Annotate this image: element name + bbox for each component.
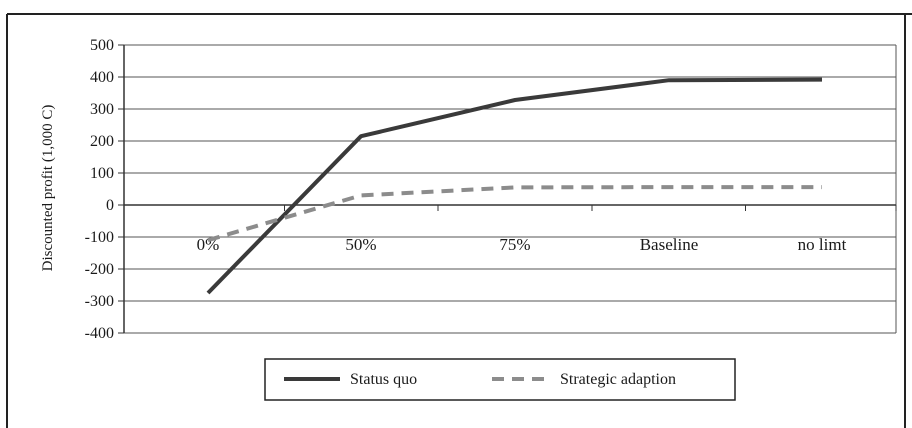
y-tick-label: 500	[90, 37, 114, 54]
y-tick-label: 200	[90, 133, 114, 150]
grid	[124, 44, 896, 334]
y-tick-label: 400	[90, 69, 114, 86]
y-tick-label: -400	[85, 325, 114, 342]
y-tick-label: 300	[90, 101, 114, 118]
x-tick-label: 50%	[345, 235, 376, 254]
legend-label-status-quo: Status quo	[350, 371, 417, 388]
axes	[118, 44, 897, 334]
series-line-strategic-adaption	[207, 185, 822, 243]
legend-label-strategic-adaption: Strategic adaption	[560, 371, 676, 388]
y-tick-label: -100	[85, 229, 114, 246]
legend: Status quo Strategic adaption	[264, 358, 736, 401]
y-tick-label: 0	[106, 197, 114, 214]
series-lines	[206, 77, 823, 295]
y-tick-label: 100	[90, 165, 114, 182]
y-tick-label: -300	[85, 293, 114, 310]
y-tick-label: -200	[85, 261, 114, 278]
y-axis-title: Discounted profit (1,000 C)	[40, 105, 56, 272]
x-tick-label: 75%	[499, 235, 530, 254]
x-tick-label: Baseline	[640, 235, 699, 254]
x-tick-label: no limt	[798, 235, 847, 254]
